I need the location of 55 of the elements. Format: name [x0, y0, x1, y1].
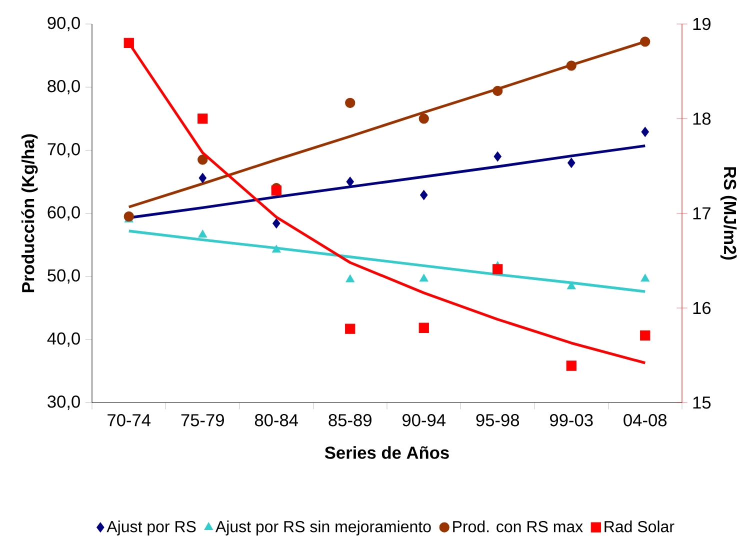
x-tick-label: 70-74	[108, 414, 151, 426]
x-tick-label: 80-84	[254, 414, 298, 426]
x-tick-label: 04-08	[624, 414, 667, 426]
y2-axis-title: RS (MJ/m2)	[720, 167, 737, 260]
point	[198, 154, 208, 165]
point	[641, 126, 649, 137]
legend-label: Prod. con RS max	[453, 520, 583, 532]
point	[346, 274, 355, 282]
point	[272, 244, 281, 253]
point	[566, 281, 576, 290]
point	[418, 322, 429, 333]
x-tick-label: 85-89	[328, 414, 372, 426]
x-tick-label: 90-94	[402, 414, 446, 426]
y2-tick-label: 16	[693, 302, 711, 314]
point	[345, 324, 356, 334]
point	[198, 114, 208, 124]
point	[124, 38, 134, 48]
y2-tick-label: 17	[693, 207, 710, 220]
legend-label: Ajust por RS	[106, 520, 196, 536]
point	[124, 211, 134, 222]
point	[346, 176, 354, 187]
y-tick-label: 70,0	[48, 143, 80, 158]
y-tick-label: 50,0	[48, 269, 80, 284]
y2-tick-label: 18	[693, 112, 711, 125]
point	[345, 98, 356, 108]
x-axis-title: Series de Años	[324, 446, 449, 459]
point	[492, 86, 503, 96]
point	[640, 36, 650, 47]
y2-tick-label: 15	[693, 396, 711, 409]
point	[640, 274, 650, 282]
y-tick-label: 30,0	[48, 396, 80, 410]
point	[566, 360, 576, 371]
legend-label: Rad Solar	[604, 520, 674, 532]
y-tick-label: 40,0	[47, 332, 80, 347]
point	[198, 172, 206, 184]
point	[272, 218, 280, 228]
y-tick-label: 90,0	[48, 16, 80, 32]
point	[566, 60, 576, 71]
y2-tick-label: 19	[693, 18, 710, 30]
point	[568, 158, 576, 168]
y-tick-label: 80,0	[48, 80, 80, 94]
point	[418, 114, 429, 124]
point	[492, 264, 503, 274]
point	[640, 330, 650, 341]
x-tick-label: 95-98	[476, 414, 520, 426]
x-tick-label: 99-03	[550, 414, 593, 426]
legend-label: Ajust por RS sin mejoramiento	[215, 520, 431, 536]
point	[419, 274, 428, 282]
point	[271, 186, 282, 196]
point	[198, 230, 208, 238]
x-tick-label: 75-79	[181, 414, 224, 426]
point	[494, 151, 502, 162]
y-tick-label: 60,0	[48, 206, 80, 220]
y-axis-title: Producción (Kg/ha)	[21, 134, 38, 292]
point	[420, 190, 428, 200]
